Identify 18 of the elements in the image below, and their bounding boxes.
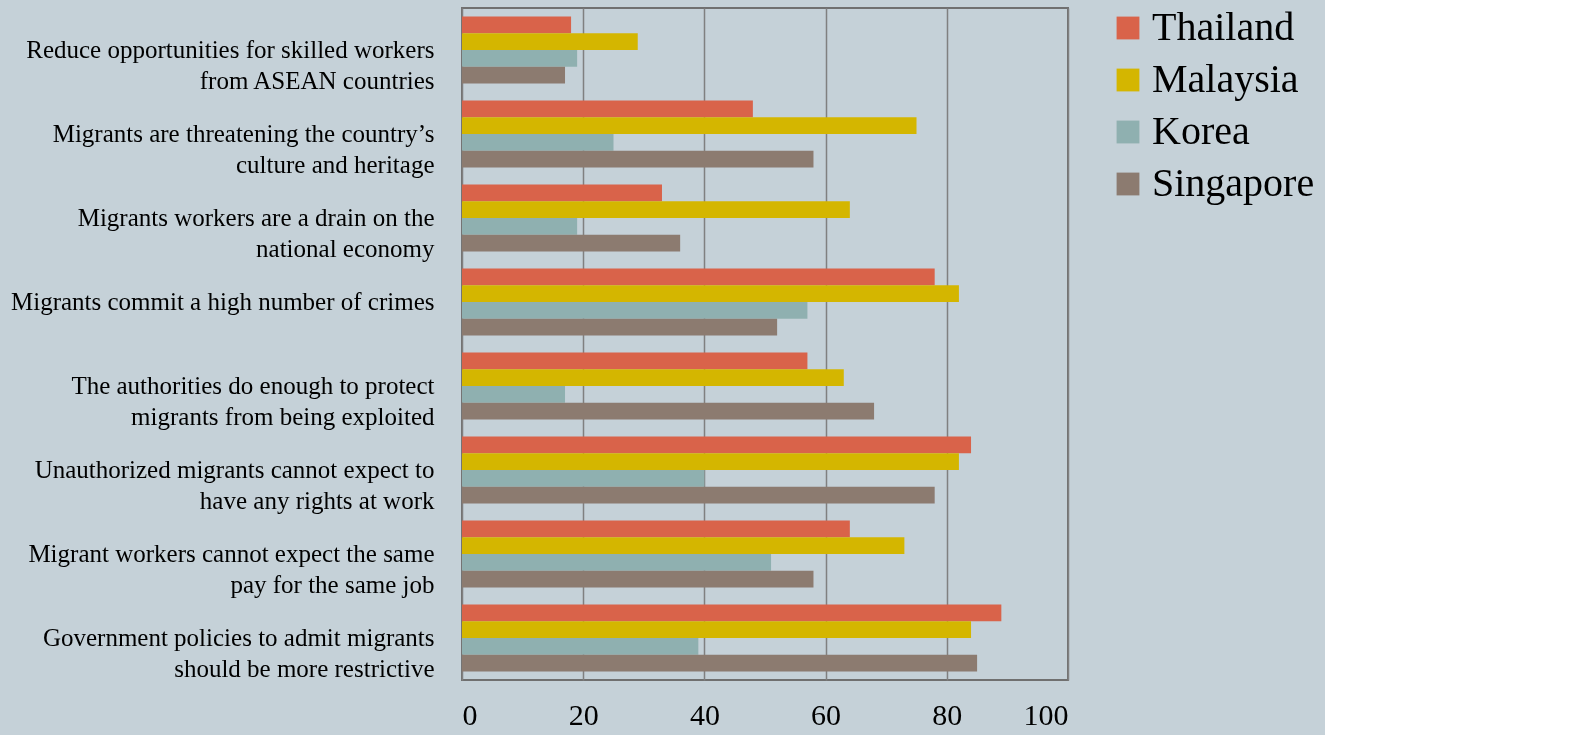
y-tick-label: Unauthorized migrants cannot expect to have any rights at work (34, 456, 435, 514)
legend-label: Thailand (1152, 4, 1295, 49)
y-tick-label: Migrant workers cannot expect the same pay for the same job (28, 540, 435, 598)
legend-label: Singapore (1152, 160, 1315, 205)
y-tick-label: The authorities do enough to protect migrants from being exploited (71, 372, 435, 430)
legend-label: Malaysia (1152, 56, 1299, 101)
y-tick-label: Reduce opportunities for skilled workers from ASEAN countries (26, 36, 435, 94)
y-tick-label: Migrants are threatening the country’s culture and heritage (52, 120, 435, 178)
x-tick-label: 60 (811, 697, 842, 731)
legend-label: Korea (1152, 108, 1250, 153)
y-tick-label: Government policies to admit migrants should be more restrictive (42, 624, 435, 682)
y-tick-label: Migrants commit a high number of crimes (10, 288, 435, 315)
x-tick-label: 0 (462, 697, 478, 731)
y-tick-label: Migrants workers are a drain on the national economy (77, 204, 435, 262)
x-tick-label: 100 (1023, 697, 1069, 731)
x-tick-label: 80 (932, 697, 963, 731)
x-tick-label: 20 (568, 697, 599, 731)
x-tick-label: 40 (689, 697, 720, 731)
